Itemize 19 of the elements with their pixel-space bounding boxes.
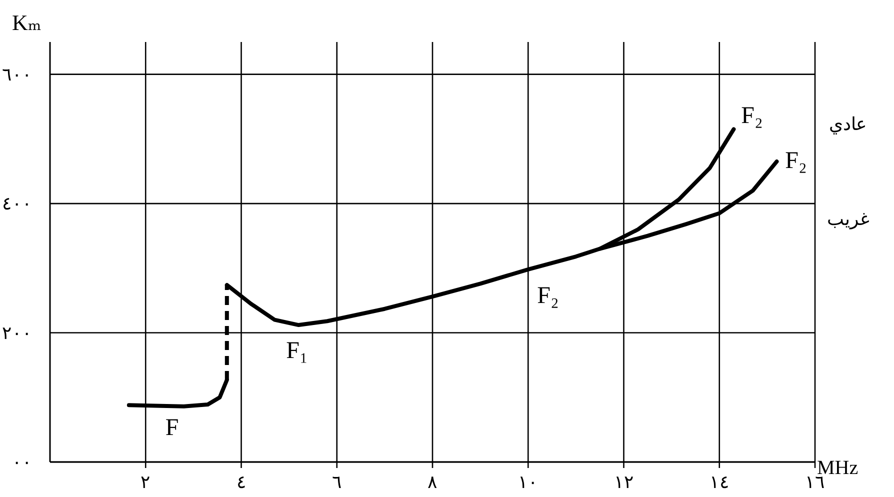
y-axis-title: Kₘ [12, 10, 42, 35]
y-tick-label: ٠٠ [12, 452, 32, 472]
y-tick-label: ٦٠٠ [2, 64, 32, 84]
annotation: F₂ [785, 148, 807, 174]
x-tick-label: ٤ [236, 472, 246, 492]
x-tick-label: ٨ [428, 472, 438, 492]
x-tick-label: ١٠ [518, 472, 538, 492]
text: غريب [827, 209, 869, 230]
x-tick-label: ١٤ [709, 472, 730, 492]
y-tick-label: ٢٠٠ [2, 322, 32, 343]
x-tick-label: ٦ [332, 472, 342, 492]
annotation: F [165, 415, 179, 441]
annotation: F₂ [537, 283, 559, 309]
annotation: F₁ [286, 338, 308, 364]
x-tick-label: ١٢ [614, 472, 634, 492]
y-tick-label: ٤٠٠ [2, 194, 32, 214]
annotation: F₂ [741, 103, 763, 129]
text: عادي [829, 114, 867, 134]
x-tick-label: ٢ [140, 472, 151, 492]
